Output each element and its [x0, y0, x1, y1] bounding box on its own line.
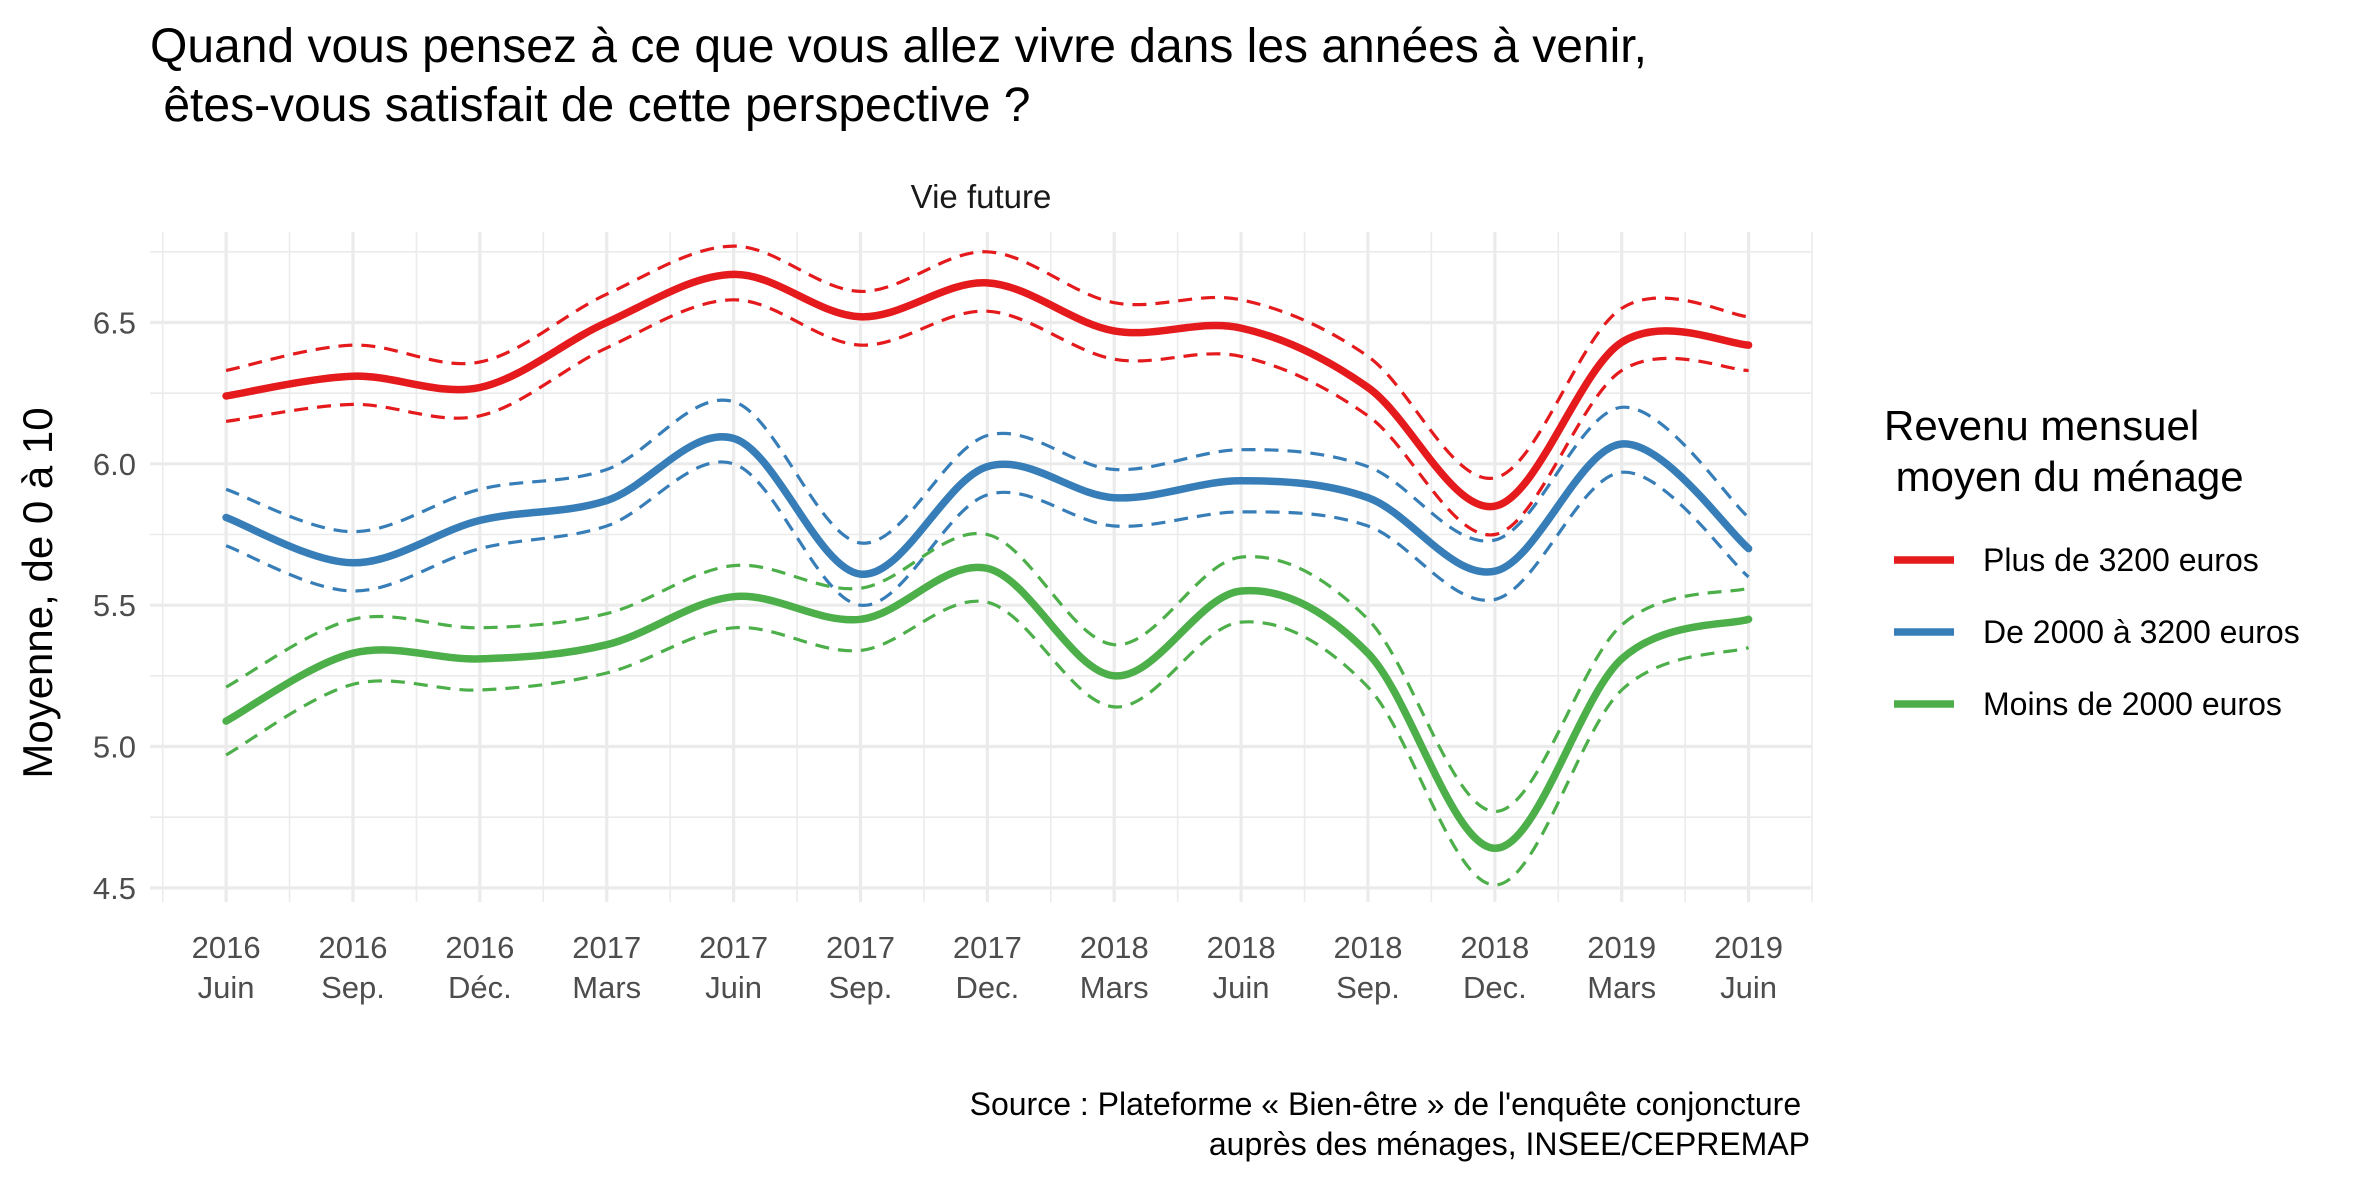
plot-area [150, 232, 1813, 902]
facet-label: Vie future [911, 178, 1052, 215]
x-tick-label: 2017 Dec. [953, 930, 1022, 1005]
series-mean-line [222, 270, 1753, 511]
series-lines [222, 244, 1753, 887]
series-0 [222, 244, 1753, 537]
x-tick-label: 2017 Juin [699, 930, 768, 1005]
series-lower-bound-line [225, 599, 1750, 887]
y-tick-label: 5.0 [93, 730, 136, 765]
y-tick-label: 5.5 [93, 588, 136, 623]
x-tick-label: 2018 Dec. [1460, 930, 1529, 1005]
legend-title-line-1: Revenu mensuel [1884, 402, 2199, 449]
y-tick-label: 6.0 [93, 447, 136, 482]
y-axis: 4.5 5.0 5.5 6.0 6.5 [93, 305, 136, 905]
caption-line-2: auprès des ménages, INSEE/CEPREMAP [1209, 1126, 1810, 1162]
x-tick-label: 2018 Sep. [1333, 930, 1402, 1005]
x-tick-label: 2016 Sep. [319, 930, 388, 1005]
legend-items: Plus de 3200 euros De 2000 à 3200 euros Mo… [1894, 542, 2300, 722]
chart-title-line-1: Quand vous pensez à ce que vous allez vi… [150, 20, 1647, 73]
legend-title-line-2: moyen du ménage [1884, 453, 2244, 500]
series-mean-line [222, 433, 1753, 578]
x-tick-label: 2016 Juin [192, 930, 261, 1005]
x-tick-label: 2017 Sep. [826, 930, 895, 1005]
x-tick-label: 2019 Juin [1714, 930, 1783, 1005]
caption: Source : Plateforme « Bien-être » de l'e… [970, 1086, 1810, 1162]
series-upper-bound-line [225, 398, 1750, 545]
x-tick-label: 2019 Mars [1587, 930, 1656, 1005]
legend-item-label: De 2000 à 3200 euros [1983, 614, 2300, 650]
x-axis: 2016 Juin 2016 Sep. 2016 Déc. 2017 Mars 2017 Juin… [192, 930, 1783, 1005]
legend: Revenu mensuel moyen du ménage Plus de 3… [1884, 402, 2300, 722]
x-tick-label: 2016 Déc. [445, 930, 514, 1005]
series-mean-line [222, 563, 1753, 853]
legend-item: Plus de 3200 euros [1894, 542, 2259, 578]
legend-item: De 2000 à 3200 euros [1894, 614, 2300, 650]
series-2 [222, 531, 1753, 887]
series-lower-bound-line [225, 460, 1750, 607]
chart-title-line-2: êtes-vous satisfait de cette perspective… [150, 79, 1030, 132]
series-lower-bound-line [225, 298, 1749, 537]
x-tick-label: 2017 Mars [572, 930, 641, 1005]
legend-item-label: Moins de 2000 euros [1983, 686, 2282, 722]
series-1 [222, 398, 1753, 607]
legend-item: Moins de 2000 euros [1894, 686, 2282, 722]
y-tick-label: 6.5 [93, 305, 136, 340]
caption-line-1: Source : Plateforme « Bien-être » de l'e… [970, 1086, 1810, 1122]
series-upper-bound-line [225, 244, 1749, 480]
legend-item-label: Plus de 3200 euros [1983, 542, 2259, 578]
chart-title: Quand vous pensez à ce que vous allez vi… [150, 20, 1647, 132]
series-upper-bound-line [225, 531, 1750, 814]
y-tick-label: 4.5 [93, 871, 136, 906]
y-axis-label: Moyenne, de 0 à 10 [14, 407, 61, 778]
x-tick-label: 2018 Juin [1207, 930, 1276, 1005]
x-tick-label: 2018 Mars [1080, 930, 1149, 1005]
